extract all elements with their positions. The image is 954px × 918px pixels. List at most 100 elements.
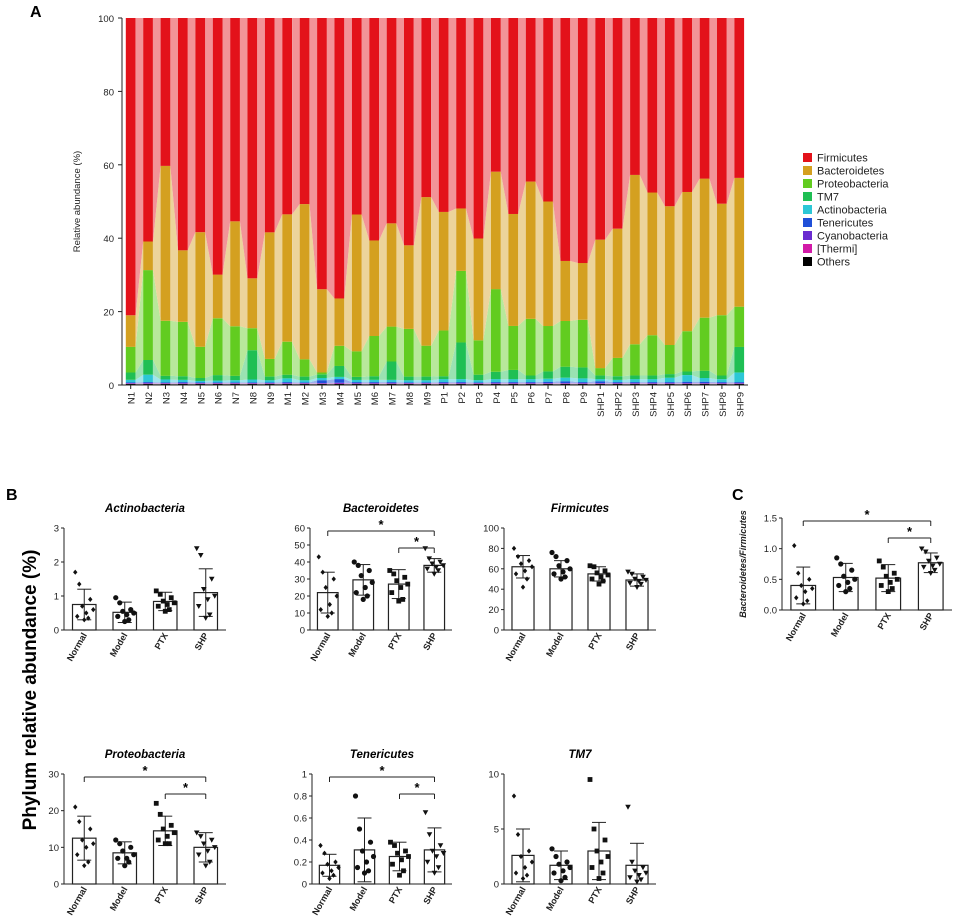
flow-tenericutes [292, 382, 300, 384]
bar-segment [404, 245, 414, 329]
flow-firmicutes [518, 18, 526, 214]
data-point [359, 848, 366, 854]
flow-actinobacteria [657, 377, 665, 383]
flow-bacteroidetes [709, 178, 717, 318]
bar-segment [404, 18, 414, 246]
legend-swatch [803, 153, 812, 162]
bar-segment [421, 376, 432, 381]
x-tick-label: SHP [421, 631, 439, 652]
data-point [880, 564, 886, 570]
bar-segment [247, 328, 258, 351]
data-point [402, 574, 408, 580]
bar-segment [421, 383, 432, 385]
flow-proteobacteria [344, 345, 352, 377]
bar-segment [369, 240, 379, 336]
data-point [598, 574, 604, 580]
flow-tenericutes [413, 382, 422, 384]
y-tick-label: 80 [488, 544, 499, 555]
y-tick-label: 0.6 [294, 814, 307, 825]
flow-actinobacteria [639, 379, 648, 383]
data-point [556, 861, 562, 867]
bar-segment [664, 374, 675, 378]
data-point [600, 870, 606, 876]
flow-firmicutes [466, 18, 474, 239]
bar-segment [543, 381, 553, 384]
flow-bacteroidetes [692, 178, 700, 332]
data-point [360, 596, 366, 603]
flow-tm7 [153, 360, 161, 380]
y-tick-label: 1.0 [764, 544, 777, 555]
data-point [113, 595, 119, 601]
bar-segment [456, 342, 466, 380]
data-point [627, 580, 633, 586]
x-tick-label: PTX [876, 611, 893, 631]
bar-segment [577, 383, 588, 385]
bar-segment [351, 18, 362, 215]
flow-tm7 [657, 374, 665, 380]
x-tick-label: Model [829, 611, 851, 639]
bar-segment [543, 18, 553, 202]
x-tick-label: P7 [544, 392, 555, 404]
bar-segment [195, 232, 206, 347]
bar-segment [734, 18, 745, 178]
data-point [426, 832, 433, 838]
x-tick-label: P5 [509, 392, 520, 404]
x-tick-label: SHP6 [683, 392, 694, 417]
bar-segment [125, 379, 136, 383]
flow-tenericutes [639, 382, 648, 384]
data-point [398, 585, 404, 590]
data-point [589, 865, 595, 870]
bar-segment [456, 18, 466, 209]
bar-segment [473, 383, 484, 385]
flow-bacteroidetes [309, 204, 318, 373]
x-tick-label: SHP2 [614, 392, 625, 417]
flow-bacteroidetes [153, 165, 161, 321]
flow-firmicutes [535, 18, 544, 202]
flow-actinobacteria [500, 379, 509, 383]
data-point [82, 863, 87, 869]
bar-segment [334, 383, 345, 385]
bar-segment [682, 375, 692, 382]
data-point [353, 590, 359, 596]
data-point [77, 581, 82, 587]
data-point [331, 576, 336, 582]
data-point [211, 845, 218, 851]
bar-segment [299, 380, 310, 383]
bar-segment [456, 208, 466, 271]
bar-segment [264, 382, 275, 384]
x-tick-label: SHP4 [648, 392, 659, 417]
bar-segment [334, 382, 345, 384]
x-tick-label: Normal [65, 885, 89, 917]
bar-segment [125, 372, 136, 380]
data-point [160, 598, 166, 604]
bar-segment [630, 18, 640, 175]
bar-segment [264, 383, 275, 385]
flow-proteobacteria [448, 270, 457, 377]
bar-segment [351, 377, 362, 380]
bar-segment [456, 383, 466, 385]
bar-segment [299, 382, 310, 384]
bar-segment [647, 335, 658, 376]
flow-tenericutes [483, 382, 491, 384]
bar-segment [508, 370, 519, 380]
legend-swatch [803, 244, 812, 253]
data-point [395, 850, 400, 856]
data-point [355, 562, 361, 569]
x-tick-label: N3 [162, 392, 173, 404]
flow-tenericutes [431, 382, 439, 384]
bar-segment [299, 18, 310, 205]
data-point [513, 870, 519, 876]
flow-bacteroidetes [587, 239, 596, 369]
bar-segment [317, 289, 327, 373]
data-point [429, 848, 436, 854]
data-point [86, 615, 91, 621]
data-point [920, 564, 927, 570]
bar-segment [125, 315, 136, 347]
bar-segment [404, 380, 414, 383]
bar-segment [143, 18, 153, 242]
flow-bacteroidetes [483, 171, 491, 341]
y-tick-label: 0.0 [764, 606, 777, 617]
data-point [440, 851, 447, 856]
data-point [128, 844, 134, 850]
bar-segment [317, 380, 327, 384]
